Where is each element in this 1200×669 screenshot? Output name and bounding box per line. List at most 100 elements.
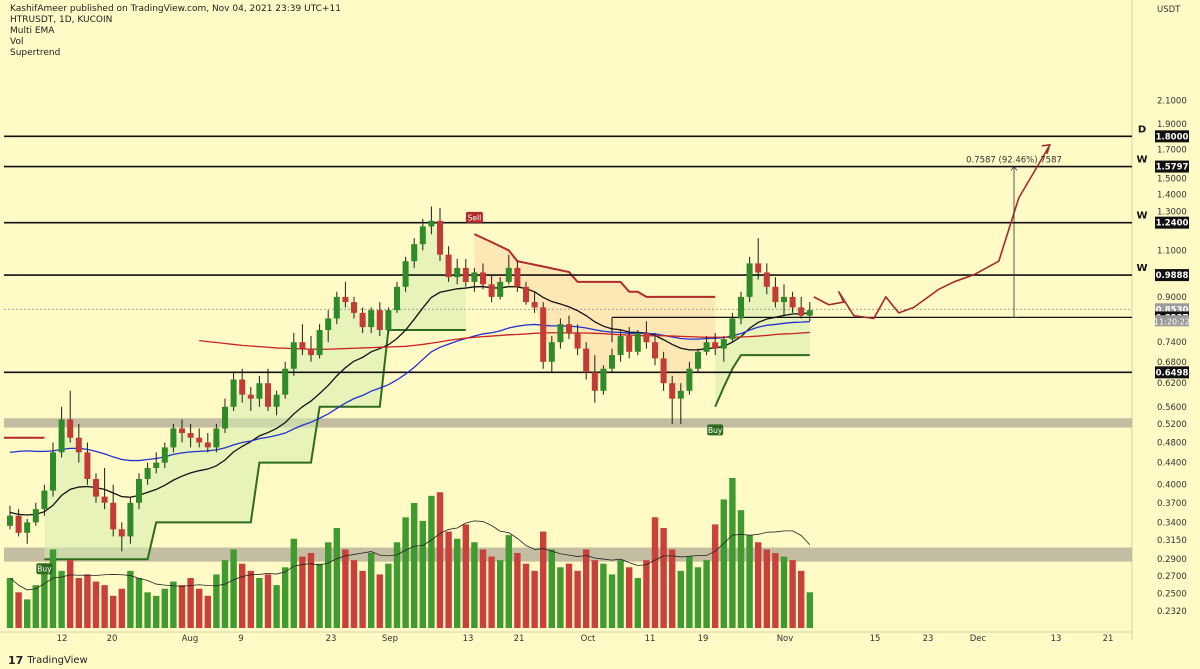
volume-bar[interactable] [720, 499, 727, 628]
projected-path[interactable] [813, 146, 1050, 320]
symbol-line[interactable]: HTRUSDT, 1D, KUCOIN [10, 15, 113, 25]
volume-bar[interactable] [454, 538, 461, 628]
volume-bar[interactable] [144, 592, 151, 628]
volume-bar[interactable] [118, 588, 125, 628]
candle[interactable] [428, 220, 435, 227]
candle[interactable] [755, 263, 762, 273]
volume-bar[interactable] [703, 560, 710, 628]
volume-bar[interactable] [428, 495, 435, 628]
candle[interactable] [652, 342, 658, 359]
volume-bar[interactable] [746, 535, 753, 628]
candle[interactable] [720, 339, 727, 349]
volume-bar[interactable] [540, 531, 547, 628]
volume-bar[interactable] [153, 595, 160, 628]
volume-bar[interactable] [411, 503, 418, 628]
candle[interactable] [789, 296, 796, 308]
candle[interactable] [523, 286, 529, 303]
candle[interactable] [566, 324, 572, 334]
candle[interactable] [187, 433, 194, 438]
candle[interactable] [798, 307, 805, 316]
candle[interactable] [127, 502, 134, 537]
candle[interactable] [454, 267, 461, 278]
candle[interactable] [136, 479, 142, 503]
volume-bar[interactable] [282, 567, 289, 628]
candle[interactable] [488, 284, 495, 297]
candle[interactable] [153, 462, 160, 468]
candle[interactable] [239, 379, 246, 395]
candle[interactable] [437, 220, 443, 255]
ema-line-ema-200[interactable] [199, 331, 810, 350]
volume-bar[interactable] [806, 592, 813, 628]
candle[interactable] [548, 342, 555, 362]
candle[interactable] [333, 296, 340, 319]
candle[interactable] [325, 318, 332, 331]
candle[interactable] [445, 254, 452, 278]
volume-bar[interactable] [299, 556, 306, 628]
candle[interactable] [600, 368, 607, 391]
candle[interactable] [660, 358, 667, 384]
candle[interactable] [677, 390, 684, 399]
tradingview-brand[interactable]: 17 TradingView [8, 654, 88, 667]
volume-bar[interactable] [600, 563, 607, 628]
candle[interactable] [247, 394, 254, 399]
candle[interactable] [540, 307, 547, 362]
candle[interactable] [497, 281, 504, 297]
volume-bar[interactable] [436, 492, 444, 628]
candle[interactable] [15, 515, 22, 533]
volume-bar[interactable] [755, 542, 762, 628]
volume-bar[interactable] [497, 560, 504, 628]
volume-bar[interactable] [419, 520, 426, 628]
candle[interactable] [265, 383, 271, 407]
candle[interactable] [634, 333, 641, 352]
indicator-supertrend[interactable]: Supertrend [10, 48, 61, 58]
volume-bar[interactable] [213, 574, 220, 628]
price-label[interactable]: 1.2400 [1156, 219, 1189, 229]
volume-bar[interactable] [84, 574, 91, 628]
volume-bar[interactable] [531, 570, 538, 628]
indicator-vol[interactable]: Vol [10, 37, 24, 47]
volume-bar[interactable] [712, 524, 719, 628]
volume-bar[interactable] [677, 570, 684, 628]
volume-bar[interactable] [247, 570, 254, 628]
candle[interactable] [385, 310, 392, 331]
price-label[interactable]: 1.8000 [1156, 132, 1189, 142]
volume-bar[interactable] [634, 578, 641, 628]
volume-bar[interactable] [669, 549, 676, 628]
candle[interactable] [118, 529, 125, 537]
volume-bar[interactable] [393, 542, 401, 628]
candle[interactable] [273, 394, 280, 407]
candle[interactable] [256, 383, 263, 399]
signal-buy-badge[interactable] [36, 563, 53, 575]
candle[interactable] [32, 509, 39, 523]
volume-bar[interactable] [617, 560, 624, 628]
candle[interactable] [591, 372, 598, 391]
candle[interactable] [686, 368, 693, 391]
candle[interactable] [617, 336, 624, 356]
volume-bar[interactable] [557, 567, 564, 628]
candle[interactable] [204, 442, 211, 448]
candle[interactable] [763, 272, 770, 287]
candle[interactable] [609, 355, 615, 369]
volume-bar[interactable] [58, 570, 65, 628]
candle[interactable] [222, 406, 228, 429]
volume-bar[interactable] [316, 563, 323, 628]
candle[interactable] [368, 310, 375, 328]
volume-bar[interactable] [32, 585, 39, 628]
candle[interactable] [480, 272, 486, 285]
candle[interactable] [376, 310, 383, 331]
candle[interactable] [419, 226, 426, 245]
volume-bar[interactable] [204, 595, 211, 628]
volume-bar[interactable] [170, 581, 177, 628]
volume-bar[interactable] [694, 567, 702, 628]
volume-bar[interactable] [488, 556, 495, 628]
price-label[interactable]: 0.6498 [1156, 368, 1189, 378]
candle[interactable] [557, 324, 564, 343]
volume-bar[interactable] [686, 556, 693, 628]
candle[interactable] [75, 437, 82, 453]
price-label[interactable]: 1.5797 [1156, 163, 1189, 173]
volume-bar[interactable] [376, 574, 383, 628]
candle[interactable] [411, 244, 418, 262]
candle[interactable] [583, 348, 590, 373]
candle[interactable] [67, 419, 74, 438]
volume-bar[interactable] [608, 574, 616, 628]
